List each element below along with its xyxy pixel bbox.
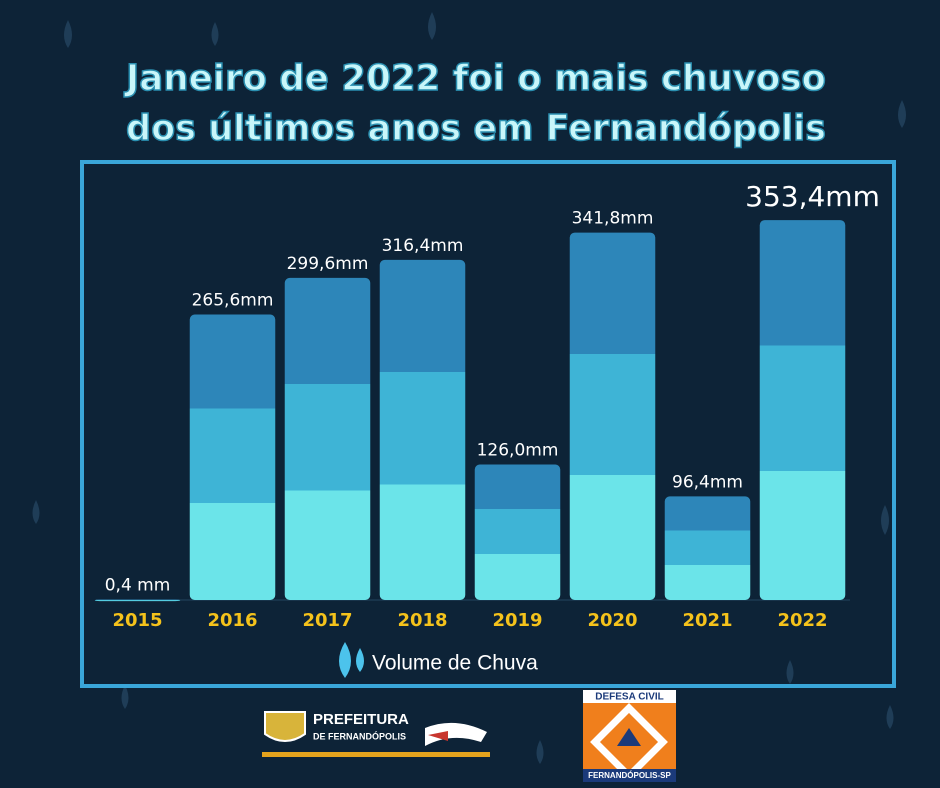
legend: Volume de Chuva xyxy=(339,642,538,678)
chart-title: dos últimos anos em Fernandópolis xyxy=(126,108,826,149)
value-label: 126,0mm xyxy=(477,441,559,461)
x-tick-label: 2020 xyxy=(587,610,637,631)
bar xyxy=(189,314,276,600)
flag xyxy=(425,722,487,746)
value-label: 0,4 mm xyxy=(105,576,171,596)
logo-triangle xyxy=(617,728,641,746)
x-tick-label: 2015 xyxy=(112,610,162,631)
title-group: Janeiro de 2022 foi o mais chuvoso dos ú… xyxy=(122,57,826,150)
defesa-civil-logo: DEFESA CIVIL FERNANDÓPOLIS-SP xyxy=(583,690,676,782)
bar xyxy=(664,496,751,600)
chart-frame xyxy=(80,160,896,688)
logo-band xyxy=(583,690,676,703)
bar xyxy=(94,599,181,602)
bar xyxy=(474,464,561,600)
x-tick-label: 2019 xyxy=(492,610,542,631)
logo-band xyxy=(583,769,676,782)
value-label: 353,4mm xyxy=(745,180,880,213)
legend-icon xyxy=(339,642,364,678)
plot: 0,4 mm 2015 265,6mm 2016 299,6mm 2017 316,4mm 2… xyxy=(94,180,880,631)
prefeitura-logo: PREFEITURA DE FERNANDÓPOLIS xyxy=(262,711,490,757)
logo-text: DEFESA CIVIL xyxy=(595,692,664,703)
bar xyxy=(569,232,656,600)
value-label: 96,4mm xyxy=(672,472,743,492)
x-tick-label: 2022 xyxy=(777,610,827,631)
logo-text: FERNANDÓPOLIS-SP xyxy=(588,771,671,780)
bar xyxy=(284,277,371,600)
x-tick-label: 2017 xyxy=(302,610,352,631)
logo-text: DE FERNANDÓPOLIS xyxy=(313,730,406,741)
x-tick-label: 2021 xyxy=(682,610,732,631)
chart-title: Janeiro de 2022 foi o mais chuvoso xyxy=(123,58,826,99)
legend-label: Volume de Chuva xyxy=(372,652,538,675)
value-label: 341,8mm xyxy=(572,209,654,229)
value-label: 299,6mm xyxy=(287,254,369,274)
crest xyxy=(264,711,306,742)
bar xyxy=(759,220,846,600)
stripe xyxy=(262,752,490,757)
value-label: 265,6mm xyxy=(192,290,274,310)
x-tick-label: 2016 xyxy=(207,610,257,631)
logo-text: PREFEITURA xyxy=(313,711,409,728)
raindrops xyxy=(32,12,906,764)
value-label: 316,4mm xyxy=(382,236,464,256)
x-tick-label: 2018 xyxy=(397,610,447,631)
flag-mark xyxy=(428,731,448,741)
bar xyxy=(379,259,466,600)
